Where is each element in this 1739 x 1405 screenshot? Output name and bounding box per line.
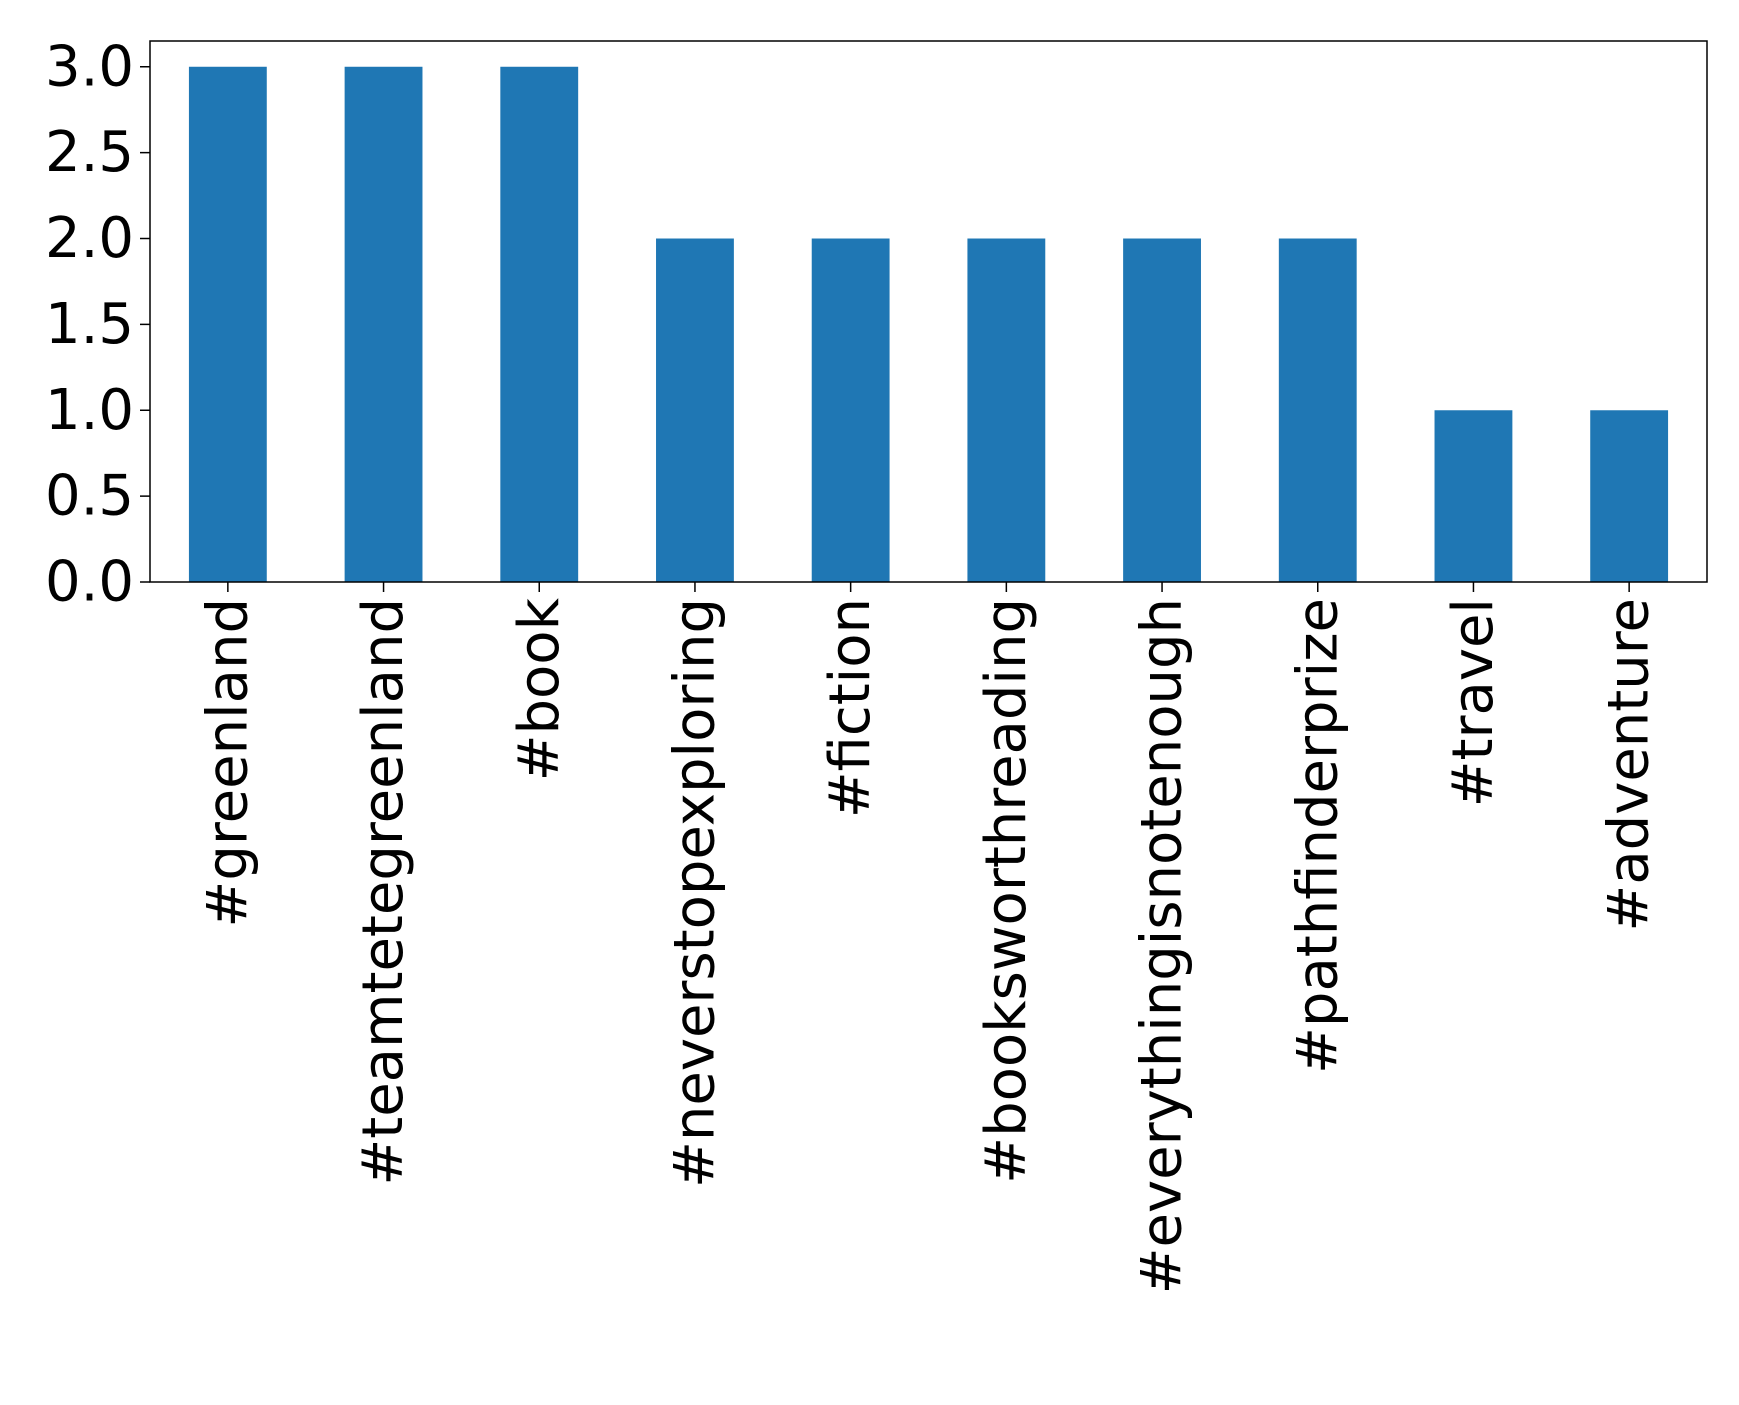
bar-fiction <box>811 238 890 582</box>
y-tick-label: 1.0 <box>45 378 134 443</box>
bar-everythingisnotenough <box>1123 238 1201 582</box>
x-tick-label: #book <box>507 597 572 781</box>
bar-booksworthreading <box>967 238 1046 582</box>
plot-frame <box>149 40 1708 583</box>
bar-neverstopexploring <box>656 238 734 582</box>
x-axis: #greenland #teamtetegreenland #book #nevers… <box>195 582 1662 1294</box>
bar-teamtetegreenland <box>344 66 423 582</box>
y-tick-label: 0.0 <box>45 550 134 615</box>
x-tick-label: #travel <box>1441 598 1506 807</box>
bar-travel <box>1434 410 1513 582</box>
bar-book <box>500 66 579 582</box>
y-axis: 0.0 0.5 1.0 1.5 2.0 2.5 3.0 <box>45 34 150 615</box>
x-tick-label: #adventure <box>1597 598 1662 932</box>
y-tick-label: 3.0 <box>45 34 134 99</box>
x-tick-label: #teamtetegreenland <box>351 598 416 1186</box>
y-tick-label: 2.0 <box>45 206 134 271</box>
y-tick-label: 1.5 <box>45 292 134 357</box>
x-tick-label: #booksworthreading <box>974 598 1039 1184</box>
bars-group <box>188 66 1669 582</box>
x-tick-label: #neverstopexploring <box>662 598 727 1188</box>
y-tick-label: 2.5 <box>45 120 134 185</box>
x-tick-label: #pathfinderprize <box>1285 598 1350 1074</box>
bar-greenland <box>188 66 267 582</box>
x-tick-label: #everythingisnotenough <box>1130 598 1195 1294</box>
bar-adventure <box>1590 410 1669 582</box>
bar-pathfinderprize <box>1278 238 1357 582</box>
y-tick-label: 0.5 <box>45 464 134 529</box>
x-tick-label: #greenland <box>195 598 260 928</box>
x-tick-label: #fiction <box>818 598 883 818</box>
